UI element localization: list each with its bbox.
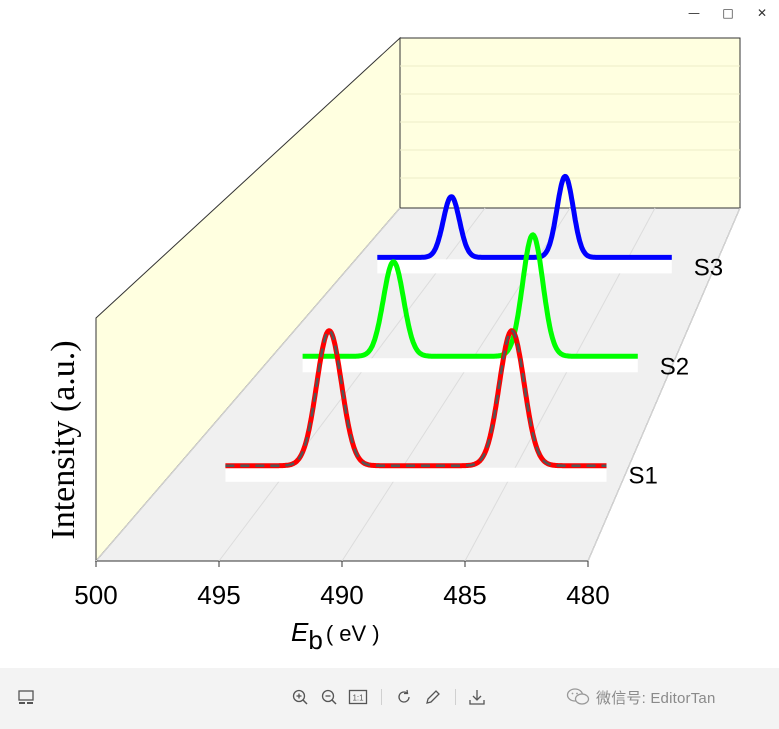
wechat-id: 微信号: EditorTan (596, 689, 716, 707)
minimize-icon[interactable]: — (688, 6, 700, 20)
series-S3: S3 (375, 173, 723, 281)
x-tick-label: 480 (566, 580, 609, 610)
x-axis-label: Eb( eV ) (291, 617, 380, 655)
x-tick-label: 495 (197, 580, 240, 610)
actual-size-icon[interactable]: 1:1 (346, 685, 370, 709)
zoom-out-icon[interactable] (317, 685, 341, 709)
floor-grid-line (95, 207, 401, 562)
series-label: S1 (628, 463, 657, 490)
chart-area: S3 S2 S1 500 495 490 485 480 Intensity (a.u.) … (0, 26, 779, 668)
series-ribbon (225, 467, 607, 482)
x-axis-label-unit: ( eV ) (326, 621, 380, 646)
wechat-watermark: 微信号: EditorTan (566, 685, 716, 709)
series-S2: S2 (300, 232, 689, 380)
fit-line (225, 329, 607, 467)
series-S1: S1 (223, 328, 658, 490)
series-ribbon (302, 358, 638, 373)
wechat-icon (566, 688, 590, 705)
floor-grid-line (587, 207, 741, 562)
maximize-icon[interactable]: □ (722, 6, 734, 20)
z-axis-label: Intensity (a.u.) (45, 340, 82, 539)
download-icon[interactable] (465, 685, 489, 709)
x-tick-label: 500 (74, 580, 117, 610)
viewer-toolbar: 1:1 微信号: EditorTan (0, 668, 779, 729)
toolbar-separator (381, 689, 382, 705)
actual-size-label: 1:1 (352, 694, 364, 703)
toolbar-separator (455, 689, 456, 705)
close-icon[interactable]: ✕ (756, 6, 768, 20)
zoom-in-icon[interactable] (288, 685, 312, 709)
x-tick-label: 490 (320, 580, 363, 610)
edit-icon[interactable] (421, 685, 445, 709)
x-tick-labels: 500 495 490 485 480 (74, 561, 610, 610)
series-line (300, 232, 640, 359)
series-label: S3 (694, 254, 723, 281)
window-title-bar: — □ ✕ (0, 0, 779, 26)
gallery-icon[interactable] (14, 685, 38, 709)
x-tick-label: 485 (443, 580, 486, 610)
rotate-icon[interactable] (392, 685, 416, 709)
x-axis-label-var: E (291, 617, 309, 647)
series-layer: S3 S2 S1 (223, 173, 723, 490)
x-axis-label-sub: b (308, 625, 322, 655)
series-label: S2 (660, 353, 689, 380)
